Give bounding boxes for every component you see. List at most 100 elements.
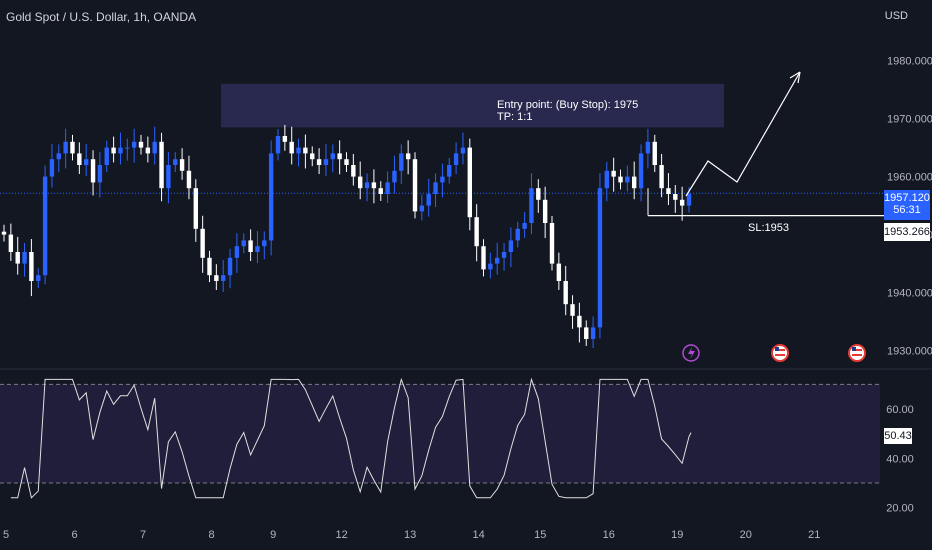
time-axis-tick-label: 15 <box>534 529 546 541</box>
candle-body <box>234 246 240 258</box>
currency-label: USD <box>884 10 908 22</box>
candle-body <box>49 159 55 177</box>
candle-body <box>255 246 260 252</box>
rsi-axis-tick-label: 40.00 <box>886 453 914 465</box>
candle-body <box>570 304 575 316</box>
time-axis-tick-label: 12 <box>336 529 348 541</box>
candle-body <box>303 147 308 154</box>
candle-body <box>200 228 205 258</box>
candle-body <box>364 182 370 189</box>
candle-body <box>549 223 555 264</box>
candle-body <box>460 147 466 154</box>
candle-body <box>90 159 96 183</box>
candle-body <box>419 205 425 212</box>
price-axis-tick-label: 1980.000 <box>887 56 932 68</box>
entry-zone <box>221 83 724 128</box>
candle-body <box>262 240 267 247</box>
candle-body <box>241 240 246 247</box>
candle-body <box>344 159 349 165</box>
candle-body <box>604 170 609 189</box>
candle-body <box>536 188 541 200</box>
candle-body <box>275 136 281 154</box>
candle-body <box>584 327 589 339</box>
candle-body <box>652 141 657 165</box>
rsi-band <box>0 384 880 483</box>
candle-body <box>488 263 493 270</box>
candle-body <box>138 141 144 148</box>
candle-body <box>173 159 178 165</box>
candle-body <box>625 176 630 183</box>
candle-body <box>515 228 520 241</box>
candle-body <box>186 170 192 189</box>
time-axis-tick-label: 6 <box>71 529 77 541</box>
candle-body <box>166 165 171 189</box>
time-axis-tick-label: 8 <box>208 529 214 541</box>
candle-body <box>618 176 623 183</box>
us-flag-canton <box>775 347 779 351</box>
candle-body <box>399 153 404 171</box>
candle-body <box>282 136 288 142</box>
candle-body <box>70 141 75 154</box>
bar-countdown: 56:31 <box>893 204 921 216</box>
candle-body <box>590 327 596 339</box>
entry-line-2: TP: 1:1 <box>497 111 533 123</box>
candle-body <box>645 141 651 154</box>
us-flag-stripe <box>775 354 785 356</box>
chart-title: Gold Spot / U.S. Dollar, 1h, OANDA <box>6 10 197 24</box>
candle-body <box>405 153 411 160</box>
time-axis-tick-label: 21 <box>808 529 820 541</box>
candle-body <box>248 240 253 252</box>
candle-body <box>542 199 548 223</box>
candle-body <box>179 159 185 171</box>
candle-body <box>84 159 89 165</box>
candle-body <box>125 147 130 149</box>
candle-body <box>63 141 68 154</box>
us-flag-icon <box>771 344 789 362</box>
candle-body <box>296 147 301 154</box>
time-axis-tick-label: 5 <box>3 529 9 541</box>
candle-body <box>686 194 692 206</box>
projected-arrowhead <box>789 71 801 84</box>
rsi-pane <box>0 377 880 499</box>
stop-price-tag: 1953.266 <box>884 223 930 241</box>
candle-body <box>316 159 322 165</box>
candle-body <box>412 159 418 212</box>
candle-body <box>152 141 157 154</box>
lightning-icon <box>682 344 700 362</box>
time-axis-tick-label: 16 <box>603 529 615 541</box>
candle-body <box>289 141 294 154</box>
price-axis-tick-label: 1940.000 <box>887 288 932 300</box>
candle-body <box>371 182 377 189</box>
candle-body <box>440 176 445 183</box>
candle-body <box>97 165 103 183</box>
candle-body <box>392 170 397 183</box>
stop-loss-annotation[interactable]: SL:1953 <box>748 222 789 234</box>
entry-annotation[interactable]: Entry point: (Buy Stop): 1975 TP: 1:1 <box>497 99 638 123</box>
candle-body <box>508 240 514 252</box>
candle-body <box>426 194 431 206</box>
candle-body <box>679 199 685 206</box>
candle-body <box>36 275 41 281</box>
current-price-tag: 1957.120 56:31 <box>884 190 930 220</box>
candle-body <box>22 252 27 264</box>
candle-body <box>118 147 123 154</box>
candle-body <box>501 252 507 258</box>
candle-body <box>453 153 459 165</box>
candle-body <box>358 176 363 189</box>
us-flag-icon <box>848 344 866 362</box>
candle-body <box>227 257 233 276</box>
candle-body <box>351 165 356 177</box>
candle-body <box>673 194 678 200</box>
candle-body <box>8 234 14 252</box>
rsi-line <box>10 377 692 499</box>
rsi-axis-tick-label: 20.00 <box>886 503 914 515</box>
candle-body <box>111 147 116 154</box>
price-axis-tick-label: 1970.000 <box>887 114 932 126</box>
time-axis-tick-label: 19 <box>671 529 683 541</box>
candle-body <box>330 153 335 160</box>
candle-body <box>29 252 34 281</box>
candle-body <box>433 182 438 194</box>
lightning-bolt-icon <box>688 347 695 359</box>
us-flag-stripe <box>852 354 862 356</box>
